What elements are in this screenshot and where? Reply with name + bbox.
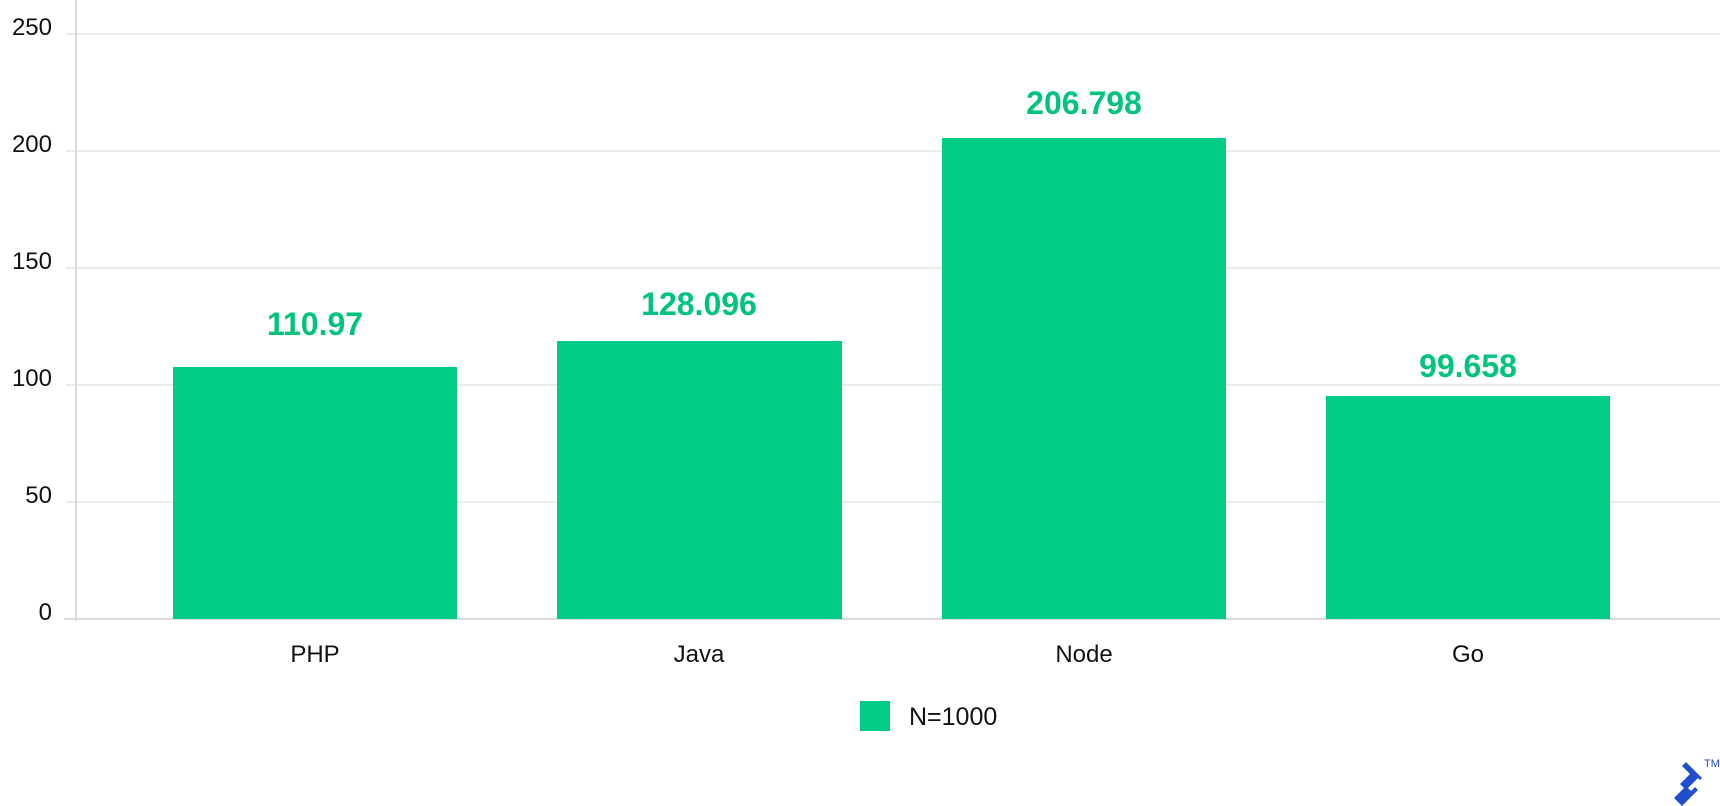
y-tick-label: 100 [11, 365, 52, 392]
gridline-150 [66, 267, 1720, 269]
toptal-logo-icon [1674, 762, 1702, 806]
trademark-label: TM [1704, 758, 1720, 770]
bar-java [557, 341, 842, 619]
bar-value-label: 206.798 [1026, 85, 1142, 121]
bar-php [173, 367, 457, 619]
bar-value-label: 99.658 [1419, 348, 1517, 384]
x-tick-label: PHP [290, 641, 340, 668]
y-tick-label: 150 [11, 248, 52, 275]
x-axis-line [64, 618, 1720, 620]
legend-swatch [860, 701, 890, 731]
y-tick-label: 250 [11, 14, 52, 41]
bar-value-label: 110.97 [266, 306, 364, 342]
x-tick-label: Node [1055, 641, 1113, 668]
bar-node [942, 138, 1226, 619]
y-axis-line [75, 0, 77, 621]
bar-value-label: 128.096 [641, 286, 757, 322]
y-tick-label: 0 [38, 599, 52, 626]
legend-label: N=1000 [909, 703, 998, 731]
x-tick-label: Java [673, 641, 725, 668]
gridline-50 [66, 501, 1720, 503]
y-tick-label: 50 [25, 482, 52, 509]
gridline-200 [66, 150, 1720, 152]
x-tick-label: Go [1451, 641, 1484, 668]
gridline-100 [66, 384, 1720, 386]
gridline-250 [66, 33, 1720, 35]
y-tick-label: 200 [11, 131, 52, 158]
bar-go [1326, 396, 1610, 619]
